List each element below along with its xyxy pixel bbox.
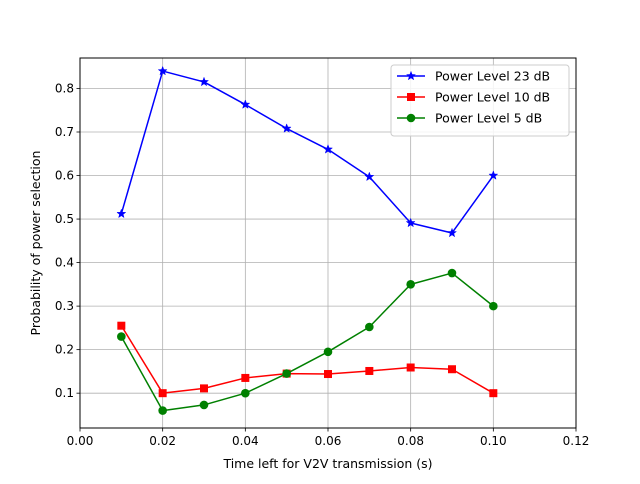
y-tick-label: 0.8	[55, 81, 74, 95]
data-point	[198, 76, 210, 87]
data-point	[323, 347, 333, 357]
y-tick-label: 0.2	[55, 343, 74, 357]
y-axis-title: Probability of power selection	[28, 151, 43, 336]
series-line	[120, 70, 494, 234]
series-line	[120, 272, 494, 412]
ticks: 0.00 0.02 0.04 0.06 0.08 0.10 0.12 0.1 0.2 0.3 0.4…	[55, 81, 589, 448]
data-point	[488, 170, 499, 180]
data-point	[241, 388, 250, 398]
legend-marker	[407, 93, 415, 101]
data-point	[240, 99, 251, 109]
x-tick-label: 0.10	[480, 434, 507, 448]
data-point	[365, 322, 374, 332]
series-2	[117, 268, 498, 415]
series-0	[116, 65, 499, 238]
y-tick-label: 0.1	[55, 386, 74, 400]
series-line	[120, 325, 494, 394]
legend-entry: Power Level 10 dB	[397, 90, 550, 105]
data-point	[447, 268, 457, 278]
x-tick-label: 0.06	[315, 434, 342, 448]
y-tick-label: 0.6	[55, 169, 74, 183]
x-tick-label: 0.00	[67, 434, 94, 448]
data-point	[241, 373, 250, 382]
data-point	[364, 171, 375, 182]
legend-entry: Power Level 5 dB	[397, 111, 542, 126]
data-point	[117, 321, 126, 330]
legend-entry: Power Level 23 dB	[397, 69, 550, 84]
data-point	[117, 332, 126, 341]
y-tick-label: 0.4	[55, 256, 74, 270]
data-point	[446, 227, 458, 238]
data-point	[365, 366, 374, 375]
data-point	[405, 217, 416, 228]
y-tick-label: 0.7	[55, 125, 74, 139]
legend-label: Power Level 10 dB	[435, 90, 550, 105]
x-tick-label: 0.08	[397, 434, 424, 448]
data-point	[158, 389, 167, 398]
x-tick-label: 0.12	[563, 434, 590, 448]
data-point	[157, 65, 168, 76]
data-point	[322, 144, 334, 154]
data-point	[406, 280, 415, 289]
data-point	[116, 208, 127, 219]
legend-label: Power Level 23 dB	[435, 69, 550, 84]
legend-label: Power Level 5 dB	[435, 111, 542, 126]
legend: Power Level 23 dB Power Level 10 dB Power …	[390, 64, 570, 137]
legend-box	[390, 64, 570, 137]
data-point	[199, 400, 209, 410]
data-point	[406, 363, 415, 372]
data-point	[200, 384, 208, 393]
y-tick-label: 0.3	[55, 299, 74, 313]
data-point	[489, 301, 498, 311]
data-point	[448, 365, 456, 374]
series-1	[117, 321, 498, 398]
y-tick-label: 0.5	[55, 212, 74, 226]
legend-marker	[406, 113, 416, 123]
series-layer	[116, 65, 499, 415]
data-point	[281, 123, 292, 133]
x-axis-title: Time left for V2V transmission (s)	[222, 456, 432, 471]
data-point	[158, 406, 167, 415]
data-point	[489, 389, 498, 398]
data-point	[282, 369, 291, 378]
data-point	[324, 370, 332, 379]
x-tick-label: 0.04	[232, 434, 259, 448]
x-tick-label: 0.02	[149, 434, 176, 448]
legend-marker	[405, 70, 417, 81]
